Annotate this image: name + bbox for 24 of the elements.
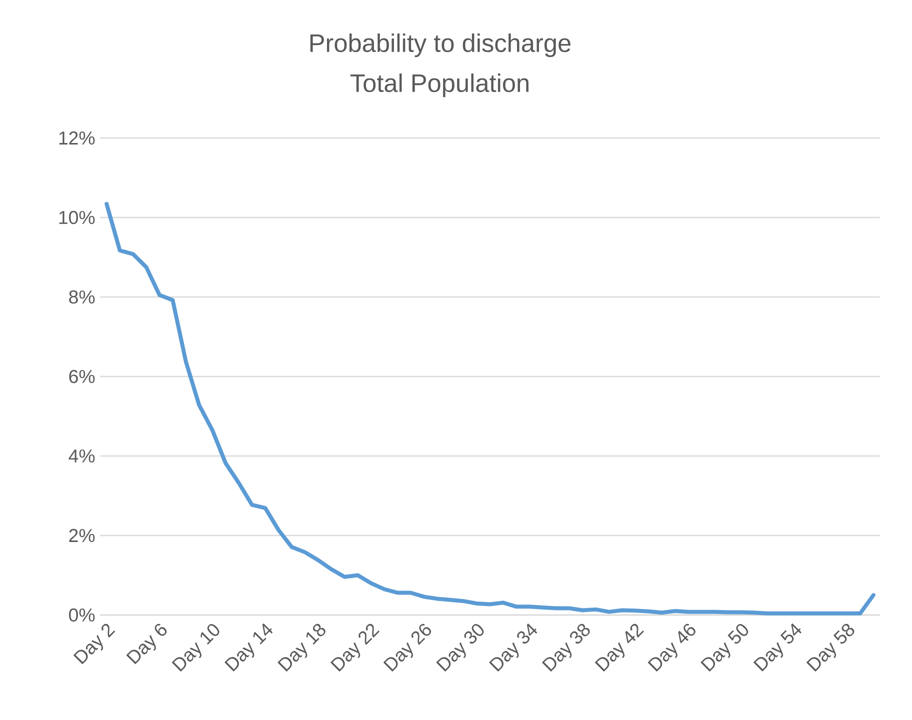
y-tick-label: 2% <box>69 528 95 542</box>
y-tick-label: 12% <box>59 131 95 145</box>
x-tick-label: Day 42 <box>594 624 644 672</box>
x-tick-label: Day 2 <box>73 624 116 664</box>
y-tick-label: 4% <box>68 449 95 463</box>
x-tick-label: Day 58 <box>806 624 854 672</box>
x-tick-label: Day 30 <box>436 624 484 672</box>
x-tick-label: Day 22 <box>330 624 380 672</box>
chart-subtitle: Total Population <box>350 74 528 98</box>
chart-title: Probability to discharge <box>310 34 570 58</box>
y-tick-label: 10% <box>59 210 95 224</box>
x-tick-label: Day 14 <box>224 623 273 672</box>
x-tick-label: Day 46 <box>648 624 696 672</box>
y-tick-label: 8% <box>69 290 95 304</box>
y-tick-label: 0% <box>69 608 95 622</box>
x-tick-label: Day 54 <box>753 623 802 672</box>
y-tick-label: 6% <box>69 370 95 384</box>
x-tick-label: Day 18 <box>278 624 326 672</box>
x-tick-label: Day 6 <box>126 624 167 664</box>
x-tick-label: Day 26 <box>383 624 432 672</box>
x-tick-label: Day 50 <box>700 624 748 672</box>
x-tick-label: Day 10 <box>172 624 220 672</box>
x-tick-label: Day 34 <box>489 623 538 672</box>
x-tick-label: Day 38 <box>542 624 590 672</box>
